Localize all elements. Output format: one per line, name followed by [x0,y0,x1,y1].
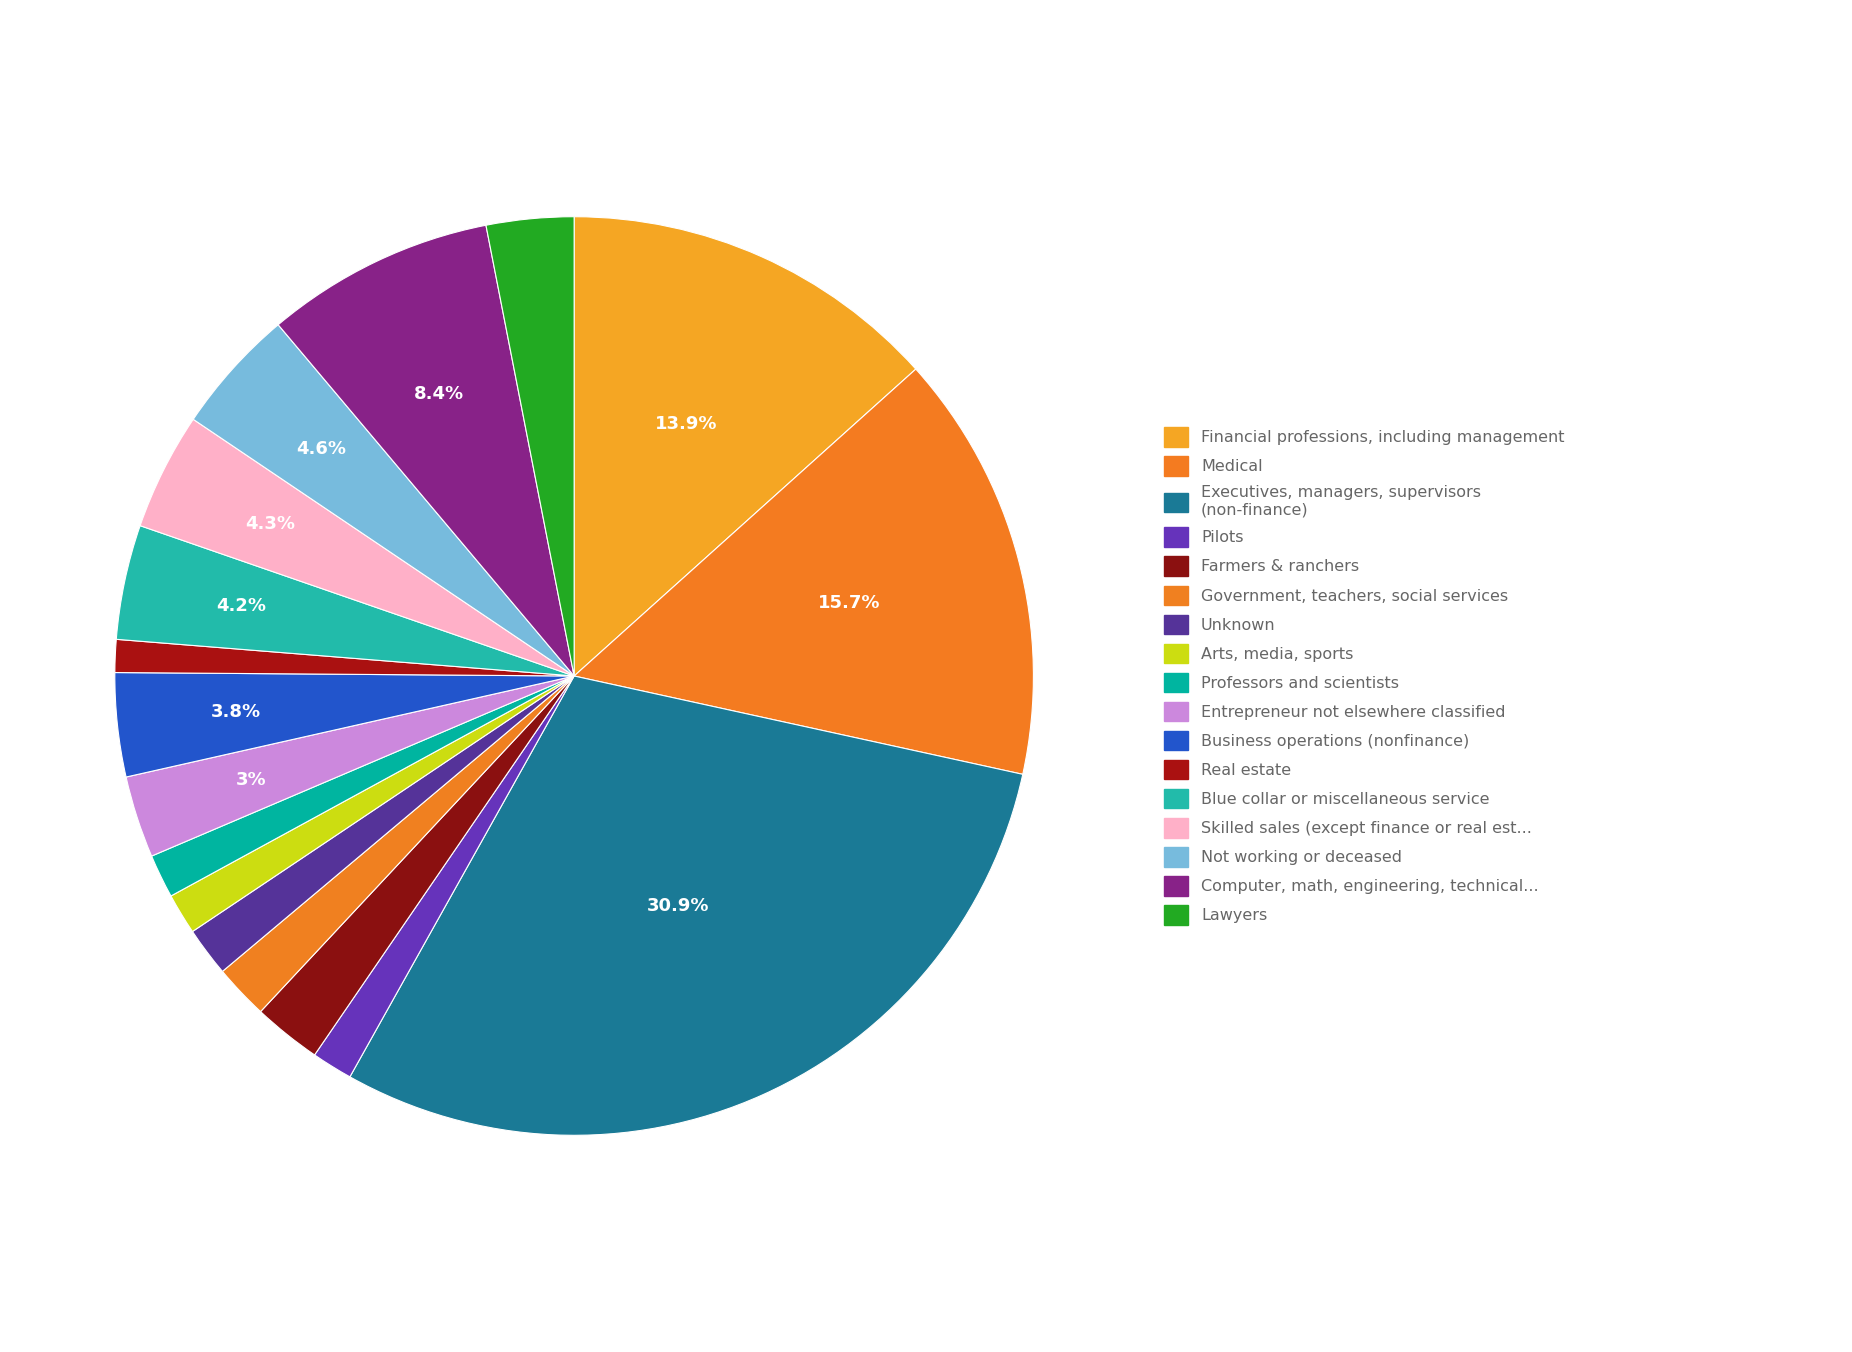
Wedge shape [193,324,574,676]
Wedge shape [222,676,574,1011]
Text: 13.9%: 13.9% [656,415,717,433]
Text: 15.7%: 15.7% [819,595,882,612]
Wedge shape [170,676,574,932]
Wedge shape [152,676,574,896]
Wedge shape [350,676,1022,1136]
Text: 4.6%: 4.6% [296,439,346,458]
Text: 3.8%: 3.8% [211,703,261,722]
Wedge shape [126,676,574,856]
Text: 4.3%: 4.3% [244,515,294,533]
Text: 8.4%: 8.4% [415,385,465,403]
Text: 4.2%: 4.2% [217,598,267,615]
Wedge shape [574,369,1033,775]
Wedge shape [261,676,574,1055]
Wedge shape [141,419,574,676]
Text: 3%: 3% [235,772,267,790]
Legend: Financial professions, including management, Medical, Executives, managers, supe: Financial professions, including managem… [1156,419,1572,933]
Wedge shape [115,672,574,777]
Wedge shape [574,216,917,676]
Wedge shape [315,676,574,1076]
Wedge shape [115,639,574,676]
Wedge shape [485,216,574,676]
Wedge shape [278,226,574,676]
Wedge shape [117,526,574,676]
Wedge shape [193,676,574,971]
Text: 30.9%: 30.9% [646,898,709,915]
